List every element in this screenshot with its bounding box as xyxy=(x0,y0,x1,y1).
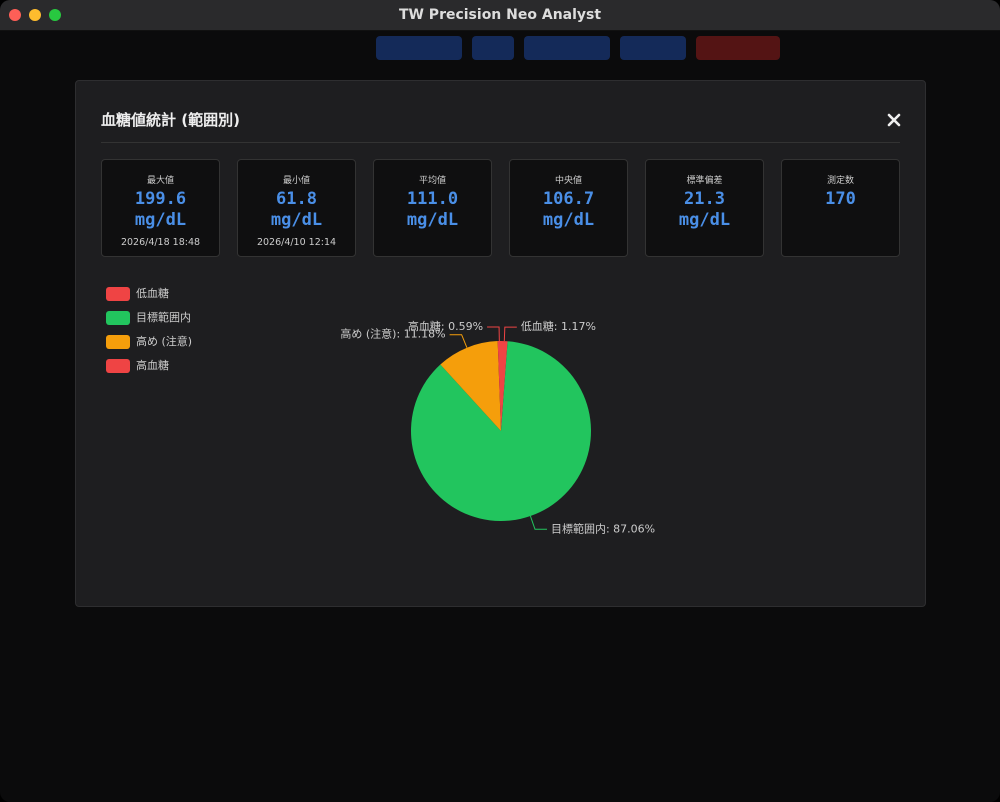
stat-value: 170 xyxy=(825,189,856,209)
data-label: 高血糖: 0.59% xyxy=(408,319,483,333)
leader-line xyxy=(449,334,468,348)
legend-label: 低血糖 xyxy=(136,286,169,300)
modal-title: 血糖値統計 (範囲別) xyxy=(101,111,240,129)
divider xyxy=(101,142,900,143)
stats-modal: 血糖値統計 (範囲別) 最大値 199.6 mg/dL 2026/4/18 18:48… xyxy=(75,80,926,607)
minimize-button[interactable] xyxy=(29,9,41,21)
stat-label: 標準偏差 xyxy=(686,176,723,186)
background-button xyxy=(696,36,780,60)
stat-card: 標準偏差 21.3 mg/dL xyxy=(645,159,764,257)
stat-label: 測定数 xyxy=(826,176,854,186)
legend-label: 高血糖 xyxy=(136,358,169,372)
stat-card: 平均値 111.0 mg/dL xyxy=(373,159,492,257)
legend-swatch xyxy=(106,287,130,301)
background-button xyxy=(524,36,610,60)
stat-value: 111.0 xyxy=(406,189,459,209)
stat-card: 測定数 170 xyxy=(781,159,900,257)
pie-slice xyxy=(411,341,591,521)
legend-label: 目標範囲内 xyxy=(136,310,191,324)
legend-swatch xyxy=(106,311,130,325)
stat-unit: mg/dL xyxy=(270,210,323,230)
stat-label: 最小値 xyxy=(282,176,310,186)
stat-unit: mg/dL xyxy=(406,210,459,230)
background-button xyxy=(472,36,514,60)
background-button xyxy=(376,36,462,60)
stat-note: 2026/4/18 18:48 xyxy=(120,237,201,248)
leader-line xyxy=(503,326,517,342)
stat-label: 平均値 xyxy=(418,176,446,186)
stat-label: 中央値 xyxy=(554,176,582,186)
stat-unit: mg/dL xyxy=(134,210,187,230)
stat-note: 2026/4/10 12:14 xyxy=(256,237,337,248)
stat-card: 最大値 199.6 mg/dL 2026/4/18 18:48 xyxy=(101,159,220,257)
stat-card: 中央値 106.7 mg/dL xyxy=(509,159,628,257)
zoom-button[interactable] xyxy=(49,9,61,21)
stat-unit: mg/dL xyxy=(542,210,595,230)
stat-label: 最大値 xyxy=(146,176,174,186)
data-label: 目標範囲内: 87.06% xyxy=(551,521,655,535)
pie-slice xyxy=(497,341,501,431)
stat-unit: mg/dL xyxy=(678,210,731,230)
leader-line xyxy=(529,515,547,530)
window-title: TW Precision Neo Analyst xyxy=(398,7,602,23)
leader-line xyxy=(487,326,500,342)
stat-value: 61.8 xyxy=(276,189,317,209)
legend-label: 高め (注意) xyxy=(136,334,192,348)
legend-swatch xyxy=(106,335,130,349)
stat-value: 21.3 xyxy=(684,189,725,209)
pie-slice xyxy=(501,341,508,431)
data-label: 高め (注意): 11.18% xyxy=(340,327,445,341)
pie-slice xyxy=(440,341,501,431)
legend-swatch xyxy=(106,359,130,373)
close-button[interactable] xyxy=(9,9,21,21)
title-bar: TW Precision Neo Analyst xyxy=(0,0,1000,31)
close-icon[interactable] xyxy=(887,113,901,127)
stat-value: 106.7 xyxy=(542,189,595,209)
stat-card: 最小値 61.8 mg/dL 2026/4/10 12:14 xyxy=(237,159,356,257)
data-label: 低血糖: 1.17% xyxy=(521,319,596,333)
stat-value: 199.6 xyxy=(134,189,187,209)
background-button xyxy=(620,36,686,60)
